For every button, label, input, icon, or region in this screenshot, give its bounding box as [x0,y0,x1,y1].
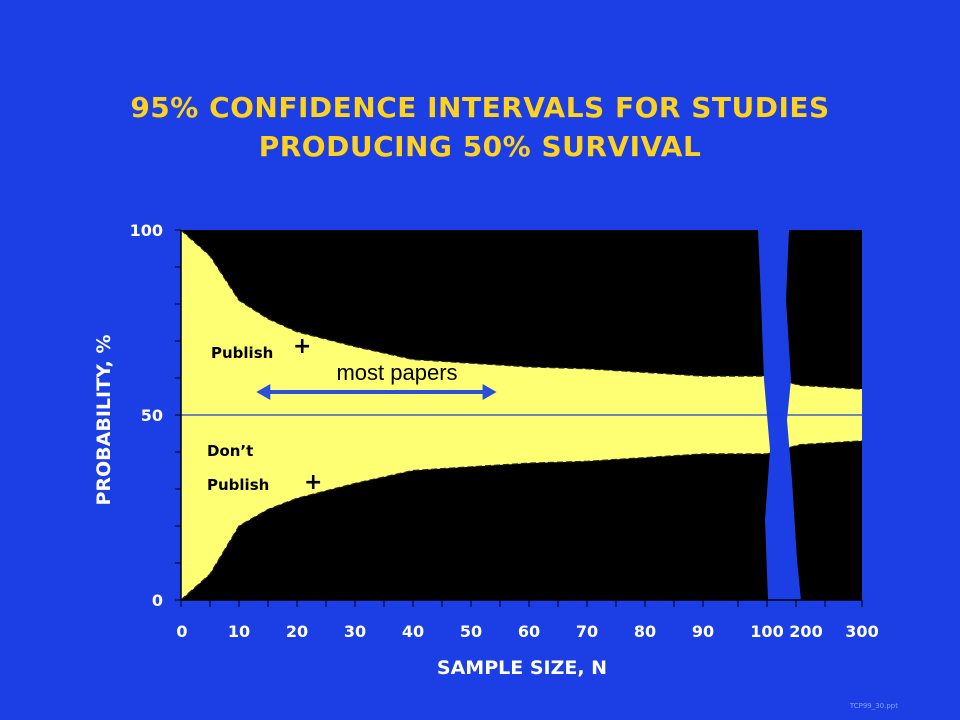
most-papers-arrow-left-head [256,384,271,400]
lower-limit-line [180,440,863,601]
x-tick-label: 40 [402,622,424,641]
x-tick-label: 50 [460,622,482,641]
chart-title: 95% CONFIDENCE INTERVALS FOR STUDIES PRO… [0,88,960,166]
footer-filename: TCP99_30.ppt [849,702,898,710]
x-tick-label: 90 [692,622,714,641]
dont-publish-label-line1: Don’t [207,442,253,460]
chart-title-line-2: PRODUCING 50% SURVIVAL [258,130,702,163]
x-tick-label: 300 [845,622,878,641]
y-tick-label: 50 [141,406,163,425]
x-axis-title: SAMPLE SIZE, N [437,657,607,679]
upper-limit-line [180,229,863,390]
x-tick-label: 80 [634,622,656,641]
x-tick-label: 70 [576,622,598,641]
x-tick-label: 100 [750,622,783,641]
publish-label: Publish [211,344,273,362]
x-tick-label: 0 [176,622,187,641]
y-axis-title: PROBABILITY, % [93,334,115,505]
y-tick-label: 0 [152,591,163,610]
most-papers-arrow-right-head [482,384,497,400]
most-papers-label: most papers [336,360,457,385]
dont-publish-plus-sign: + [304,470,322,495]
y-tick-label: 100 [130,221,163,240]
x-tick-label: 20 [286,622,308,641]
x-tick-label: 30 [344,622,366,641]
x-tick-label: 60 [518,622,540,641]
x-tick-label: 200 [789,622,822,641]
x-tick-label: 10 [228,622,250,641]
dont-publish-label-line2: Publish [207,476,269,494]
publish-plus-sign: + [293,334,311,359]
chart-title-line-1: 95% CONFIDENCE INTERVALS FOR STUDIES [130,91,830,124]
